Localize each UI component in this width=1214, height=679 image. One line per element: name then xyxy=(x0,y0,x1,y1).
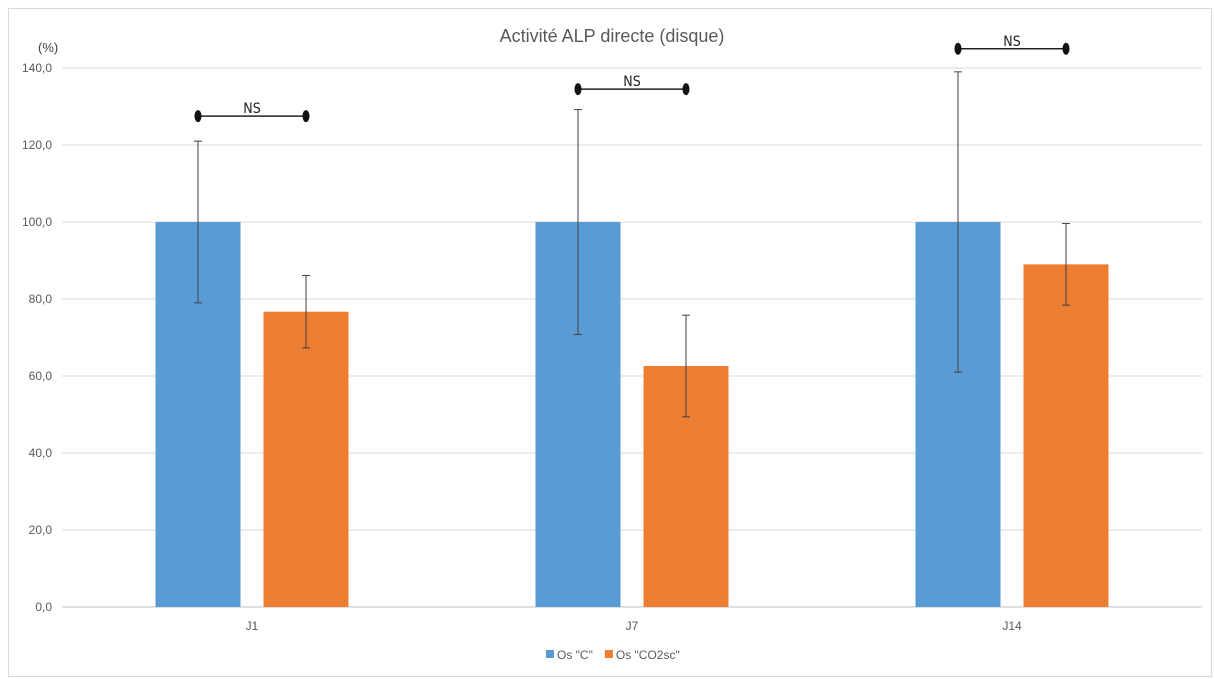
legend-swatch xyxy=(546,650,554,658)
x-tick-label: J14 xyxy=(1002,619,1022,633)
bar xyxy=(263,311,349,607)
y-axis-unit: (%) xyxy=(38,40,58,55)
bars xyxy=(155,222,1109,607)
y-tick-label: 120,0 xyxy=(22,138,52,152)
y-tick-label: 140,0 xyxy=(22,61,52,75)
significance-label: NS xyxy=(243,101,260,117)
y-axis-ticks: 0,0 20,0 40,0 60,0 80,0 100,0 120,0 140,0 xyxy=(22,61,52,614)
x-tick-label: J7 xyxy=(626,619,639,633)
significance-label: NS xyxy=(623,74,640,90)
chart-title: Activité ALP directe (disque) xyxy=(500,26,725,46)
bracket-end-dot xyxy=(682,83,690,96)
y-tick-label: 40,0 xyxy=(29,446,53,460)
bracket-end-dot xyxy=(954,42,962,55)
y-tick-label: 0,0 xyxy=(35,600,52,614)
significance-label: NS xyxy=(1003,34,1020,50)
error-bars xyxy=(194,71,1070,418)
bracket-end-dot xyxy=(574,83,582,96)
significance-annotations: NS NS NS xyxy=(194,34,1070,123)
y-tick-label: 60,0 xyxy=(29,369,53,383)
bracket-end-dot xyxy=(1062,42,1070,55)
bracket-end-dot xyxy=(194,110,202,123)
gridlines xyxy=(62,67,1202,608)
x-axis-ticks: J1 J7 J14 xyxy=(246,619,1022,633)
y-tick-label: 20,0 xyxy=(29,523,53,537)
bar xyxy=(1023,264,1109,607)
legend: Os "C" Os "CO2sc" xyxy=(546,648,680,662)
legend-swatch xyxy=(604,650,613,658)
x-tick-label: J1 xyxy=(246,619,259,633)
legend-label: Os "CO2sc" xyxy=(616,648,680,662)
y-tick-label: 100,0 xyxy=(22,215,52,229)
legend-label: Os "C" xyxy=(557,648,593,662)
y-tick-label: 80,0 xyxy=(29,292,53,306)
bracket-end-dot xyxy=(302,110,310,123)
